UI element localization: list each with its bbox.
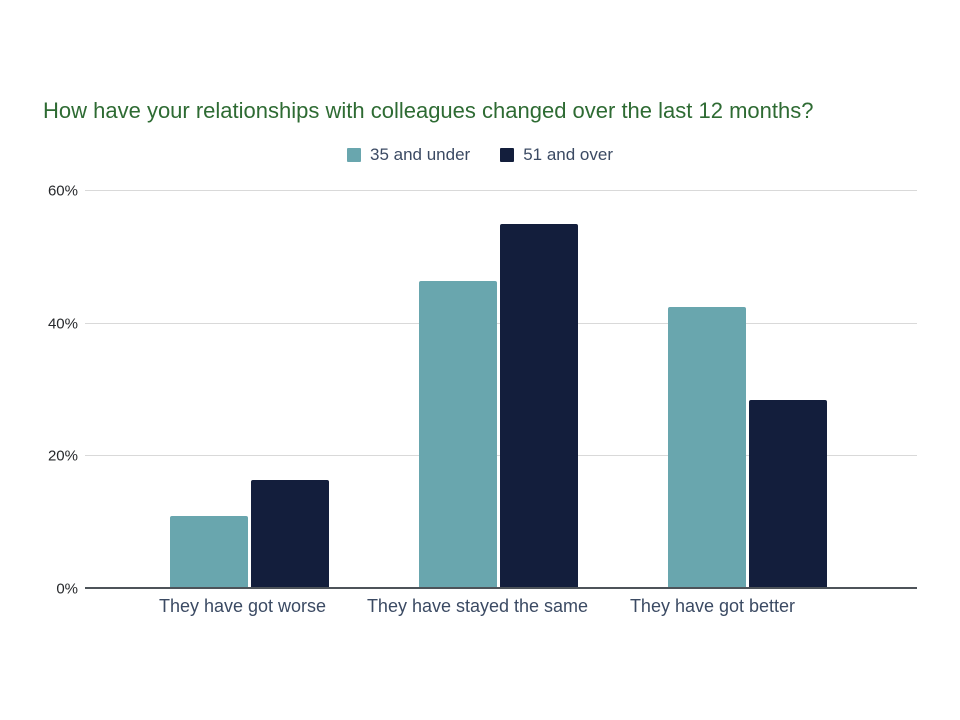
legend-swatch-icon [347,148,361,162]
bar-51-and-over [500,224,578,589]
legend-swatch-icon [500,148,515,162]
bar-51-and-over [749,399,827,589]
x-axis-label: They have stayed the same [366,596,589,616]
x-axis-label: They have got worse [158,596,327,616]
bar-35-and-under [170,516,248,589]
bar-group-they-have-got-better [623,191,872,589]
y-tick-label: 20% [47,447,78,465]
x-axis-labels: They have got worse They have stayed the … [125,596,830,617]
gridline [85,190,917,191]
bar-group-they-have-stayed-the-same [374,191,623,589]
bar-51-and-over [251,479,329,589]
bar-35-and-under [419,280,497,589]
bar-group-they-have-got-worse [125,191,374,589]
y-tick-label: 40% [47,315,78,333]
legend-label: 35 and under [370,145,471,164]
x-axis-line [85,587,917,589]
x-axis-label: They have got better [629,596,796,616]
y-axis: 0% 20% 40% 60% [0,183,78,598]
chart-title: How have your relationships with colleag… [43,98,814,123]
plot-area [85,190,917,589]
legend: 35 and under 51 and over [0,145,960,165]
bar-groups [125,191,872,589]
legend-item-35-and-under: 35 and under [347,145,470,165]
bar-35-and-under [668,307,746,589]
legend-item-51-and-over: 51 and over [500,145,613,165]
y-tick-label: 0% [56,580,78,598]
y-tick-label: 60% [47,182,78,200]
legend-label: 51 and over [523,145,613,164]
